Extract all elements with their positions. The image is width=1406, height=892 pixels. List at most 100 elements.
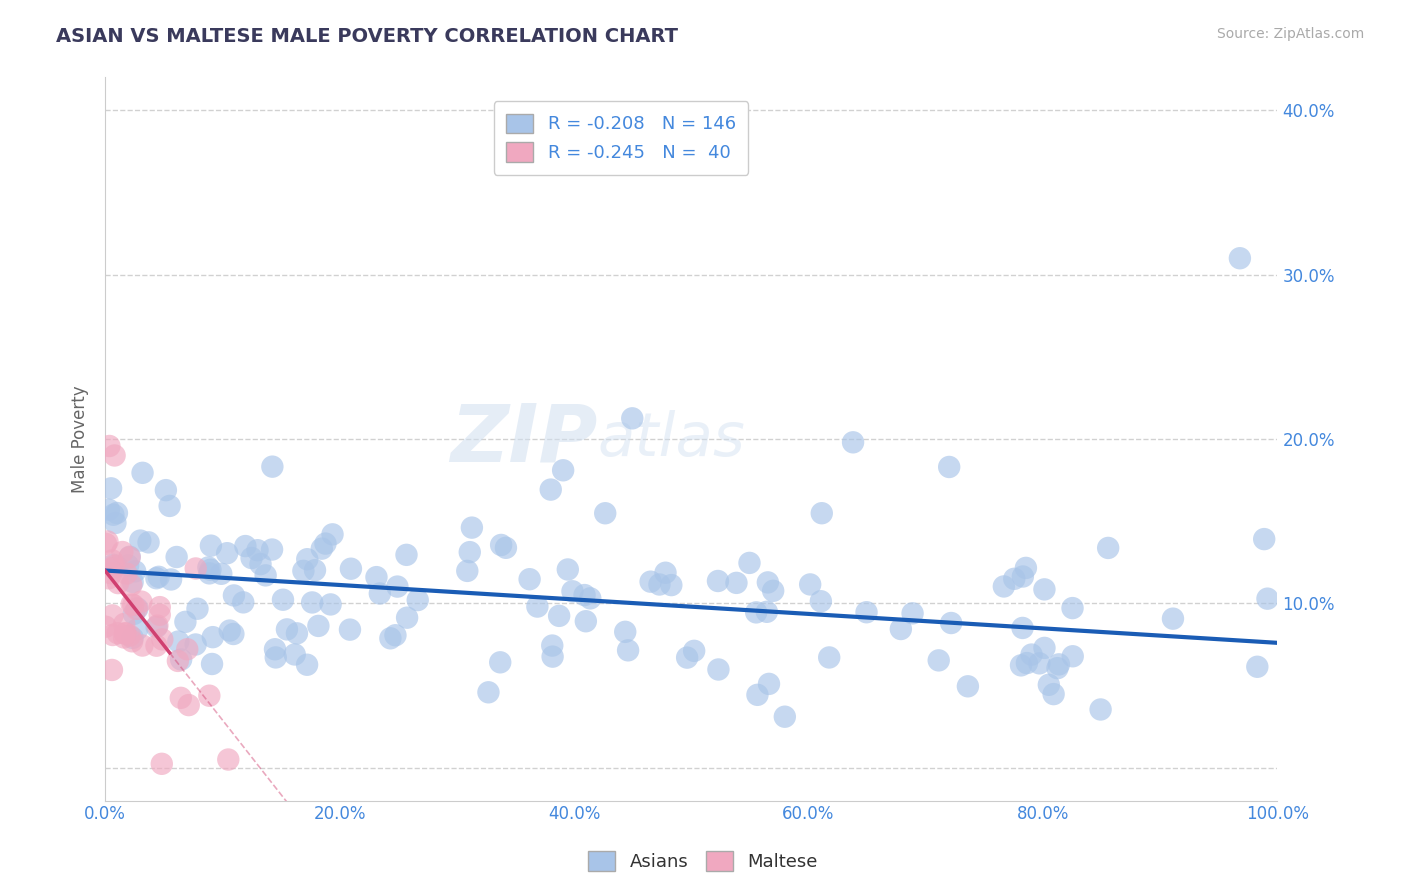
Point bbox=[458, 545, 481, 559]
Point bbox=[149, 607, 172, 622]
Point bbox=[301, 595, 323, 609]
Point bbox=[1015, 561, 1038, 575]
Point bbox=[762, 583, 785, 598]
Y-axis label: Male Poverty: Male Poverty bbox=[72, 385, 89, 493]
Point bbox=[956, 679, 979, 693]
Point bbox=[928, 653, 950, 667]
Point bbox=[103, 558, 125, 572]
Point bbox=[540, 483, 562, 497]
Point bbox=[145, 620, 167, 634]
Point bbox=[124, 564, 146, 578]
Point bbox=[107, 626, 129, 640]
Point bbox=[1062, 649, 1084, 664]
Point bbox=[489, 538, 512, 552]
Point bbox=[100, 481, 122, 495]
Point bbox=[264, 650, 287, 665]
Point bbox=[111, 545, 134, 559]
Point bbox=[197, 560, 219, 574]
Point bbox=[755, 605, 778, 619]
Point bbox=[396, 610, 419, 624]
Point bbox=[115, 566, 138, 581]
Point bbox=[184, 561, 207, 575]
Point bbox=[1256, 591, 1278, 606]
Point bbox=[553, 463, 575, 477]
Point bbox=[773, 709, 796, 723]
Point bbox=[340, 562, 363, 576]
Point bbox=[112, 631, 135, 645]
Point bbox=[855, 605, 877, 619]
Point bbox=[159, 499, 181, 513]
Point bbox=[614, 624, 637, 639]
Point bbox=[548, 608, 571, 623]
Point bbox=[526, 599, 548, 614]
Point bbox=[96, 534, 118, 549]
Point bbox=[262, 459, 284, 474]
Point bbox=[1090, 702, 1112, 716]
Point bbox=[1033, 640, 1056, 655]
Point bbox=[304, 563, 326, 577]
Text: ASIAN VS MALTESE MALE POVERTY CORRELATION CHART: ASIAN VS MALTESE MALE POVERTY CORRELATIO… bbox=[56, 27, 678, 45]
Point bbox=[198, 566, 221, 581]
Point bbox=[101, 561, 124, 575]
Point bbox=[167, 654, 190, 668]
Point bbox=[541, 649, 564, 664]
Point bbox=[222, 627, 245, 641]
Point bbox=[160, 573, 183, 587]
Point bbox=[1010, 658, 1032, 673]
Point bbox=[557, 562, 579, 576]
Point bbox=[127, 623, 149, 637]
Point bbox=[118, 629, 141, 643]
Point bbox=[285, 626, 308, 640]
Point bbox=[103, 508, 125, 522]
Point bbox=[495, 541, 517, 555]
Point bbox=[380, 632, 402, 646]
Point bbox=[725, 575, 748, 590]
Point bbox=[105, 559, 128, 574]
Point bbox=[648, 577, 671, 591]
Point bbox=[621, 411, 644, 425]
Point bbox=[254, 568, 277, 582]
Point bbox=[146, 618, 169, 632]
Point bbox=[387, 580, 409, 594]
Point bbox=[292, 564, 315, 578]
Point bbox=[295, 657, 318, 672]
Point bbox=[314, 536, 336, 550]
Point bbox=[747, 688, 769, 702]
Point bbox=[575, 614, 598, 628]
Point bbox=[246, 543, 269, 558]
Point bbox=[101, 608, 124, 623]
Point bbox=[131, 466, 153, 480]
Point bbox=[170, 690, 193, 705]
Point bbox=[138, 535, 160, 549]
Point bbox=[1229, 252, 1251, 266]
Point bbox=[222, 589, 245, 603]
Point bbox=[1042, 687, 1064, 701]
Point bbox=[276, 623, 298, 637]
Point bbox=[456, 564, 478, 578]
Point bbox=[209, 566, 232, 581]
Point bbox=[395, 548, 418, 562]
Point bbox=[101, 553, 124, 567]
Point bbox=[122, 598, 145, 612]
Point bbox=[745, 606, 768, 620]
Point bbox=[810, 594, 832, 608]
Point bbox=[738, 556, 761, 570]
Point bbox=[101, 628, 124, 642]
Point bbox=[150, 756, 173, 771]
Point bbox=[149, 600, 172, 615]
Point bbox=[319, 598, 342, 612]
Point bbox=[683, 644, 706, 658]
Point bbox=[121, 597, 143, 611]
Point bbox=[818, 650, 841, 665]
Point bbox=[1161, 612, 1184, 626]
Point bbox=[659, 578, 682, 592]
Point bbox=[297, 552, 319, 566]
Point bbox=[249, 557, 271, 571]
Point bbox=[1011, 569, 1033, 583]
Point bbox=[1028, 657, 1050, 671]
Point bbox=[617, 643, 640, 657]
Point bbox=[121, 574, 143, 589]
Point bbox=[131, 639, 153, 653]
Point bbox=[368, 586, 391, 600]
Point bbox=[103, 558, 125, 573]
